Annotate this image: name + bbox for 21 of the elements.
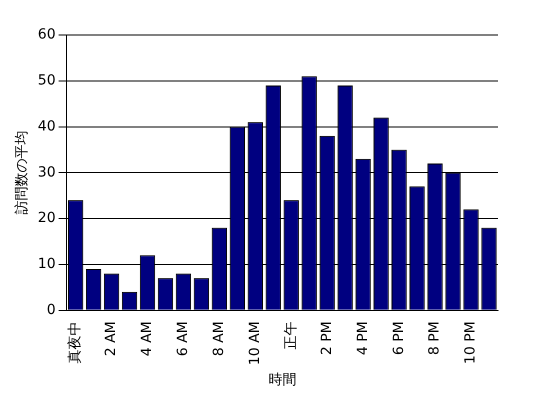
x-tick-label: 8 AM — [211, 321, 228, 356]
x-tick-label: 2 PM — [318, 321, 335, 356]
x-tick-label: 6 AM — [175, 321, 192, 356]
y-tick-label: 60 — [38, 26, 56, 43]
x-tick-label: 8 PM — [426, 321, 443, 356]
y-tick-label: 20 — [38, 210, 56, 226]
x-tick-label: 6 PM — [390, 321, 407, 356]
y-tick-label: 10 — [38, 256, 56, 272]
y-axis-title: 訪問数の平均 — [14, 130, 30, 215]
x-tick-label: 10 AM — [246, 321, 263, 366]
y-tick-label: 40 — [38, 118, 56, 134]
x-axis-title: 時間 — [268, 372, 296, 388]
y-tick-label: 50 — [38, 72, 56, 89]
x-tick-label: 10 PM — [462, 321, 479, 364]
x-tick-label: 真夜中 — [67, 321, 84, 364]
x-tick-label: 2 AM — [103, 321, 120, 356]
x-tick-label: 正午 — [282, 321, 299, 350]
y-tick-label: 30 — [38, 164, 56, 180]
x-tick-label: 4 AM — [139, 321, 156, 356]
y-tick-label: 0 — [46, 302, 56, 318]
x-tick-label: 4 PM — [354, 321, 371, 356]
